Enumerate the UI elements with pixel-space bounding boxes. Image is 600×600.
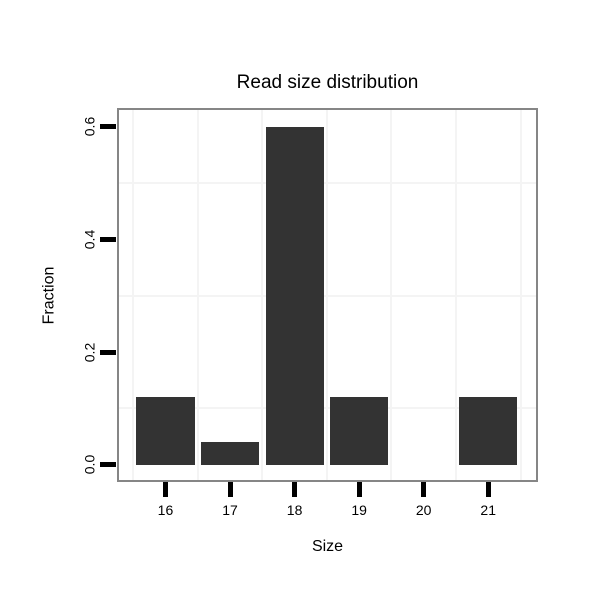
x-tick-label: 19: [351, 502, 367, 518]
y-tick-label: 0.4: [81, 229, 98, 250]
x-axis-tick: [485, 482, 491, 497]
y-axis-tick: [100, 462, 116, 468]
x-axis-tick: [356, 482, 362, 497]
minor-gridline-vertical: [519, 110, 522, 480]
y-axis-tick: [100, 124, 116, 130]
minor-gridline-vertical: [325, 110, 328, 480]
minor-gridline-vertical: [261, 110, 264, 480]
y-axis-title: Fraction: [40, 266, 58, 325]
x-axis-title: Size: [311, 538, 344, 555]
x-tick-label: 17: [222, 502, 238, 518]
x-axis-tick: [421, 482, 427, 497]
x-tick-label: 16: [157, 502, 174, 518]
bar-size-18: [265, 126, 324, 465]
bar-size-21: [459, 397, 518, 465]
x-tick-label: 20: [415, 502, 432, 518]
x-tick-label: 18: [286, 502, 303, 518]
plot-panel: [117, 108, 538, 482]
bar-size-17: [200, 442, 260, 465]
bar-size-19: [330, 397, 389, 465]
bar-size-16: [136, 397, 195, 465]
minor-gridline-vertical: [196, 110, 199, 480]
minor-gridline-vertical: [132, 110, 135, 480]
y-axis-tick: [100, 237, 116, 243]
minor-gridline-vertical: [390, 110, 393, 480]
x-axis-tick: [162, 482, 168, 497]
x-tick-label: 21: [480, 502, 496, 518]
x-axis-tick: [227, 482, 233, 497]
y-axis-tick: [100, 349, 116, 355]
x-axis-tick: [292, 482, 298, 497]
y-tick-label: 0.6: [81, 117, 98, 137]
y-tick-label: 0.0: [81, 455, 98, 475]
y-tick-label: 0.2: [81, 342, 98, 362]
chart-title: Read size distribution: [236, 72, 419, 93]
minor-gridline-vertical: [454, 110, 457, 480]
